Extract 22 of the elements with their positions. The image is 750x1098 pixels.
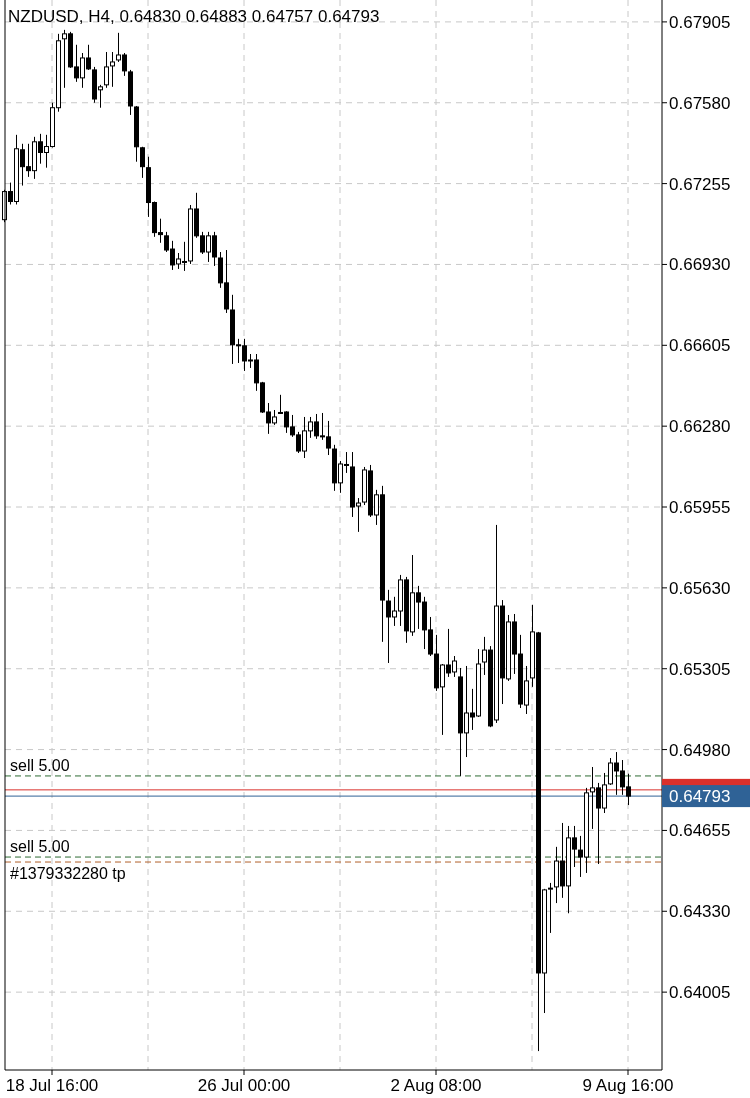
y-tick-label: 0.67905	[669, 12, 731, 32]
chart-title: NZDUSD, H4, 0.64830 0.64883 0.64757 0.64793	[8, 7, 380, 26]
y-tick-label: 0.64980	[669, 740, 731, 760]
x-tick-label: 18 Jul 16:00	[5, 1076, 99, 1095]
x-tick-label: 9 Aug 16:00	[582, 1076, 674, 1095]
y-tick-label: 0.64655	[669, 821, 731, 841]
y-tick-label: 0.67580	[669, 93, 731, 113]
y-tick-label: 0.64330	[669, 902, 731, 922]
y-tick-label: 0.66930	[669, 255, 731, 275]
y-tick-label: 0.65955	[669, 497, 731, 517]
y-tick-label: 0.64005	[669, 983, 731, 1003]
y-tick-label: 0.66605	[669, 336, 731, 356]
ref-line-label: 0.64793	[669, 787, 731, 807]
ref-line-label: #1379332280 tp	[10, 865, 126, 883]
x-tick-label: 26 Jul 00:00	[197, 1076, 291, 1095]
y-tick-label: 0.65630	[669, 578, 731, 598]
y-tick-label: 0.66280	[669, 417, 731, 437]
ref-line-label: sell 5.00	[10, 756, 70, 774]
ref-line-label: sell 5.00	[10, 838, 70, 856]
x-tick-label: 2 Aug 08:00	[390, 1076, 482, 1095]
y-tick-label: 0.67255	[669, 174, 731, 194]
y-tick-label: 0.65305	[669, 659, 731, 679]
